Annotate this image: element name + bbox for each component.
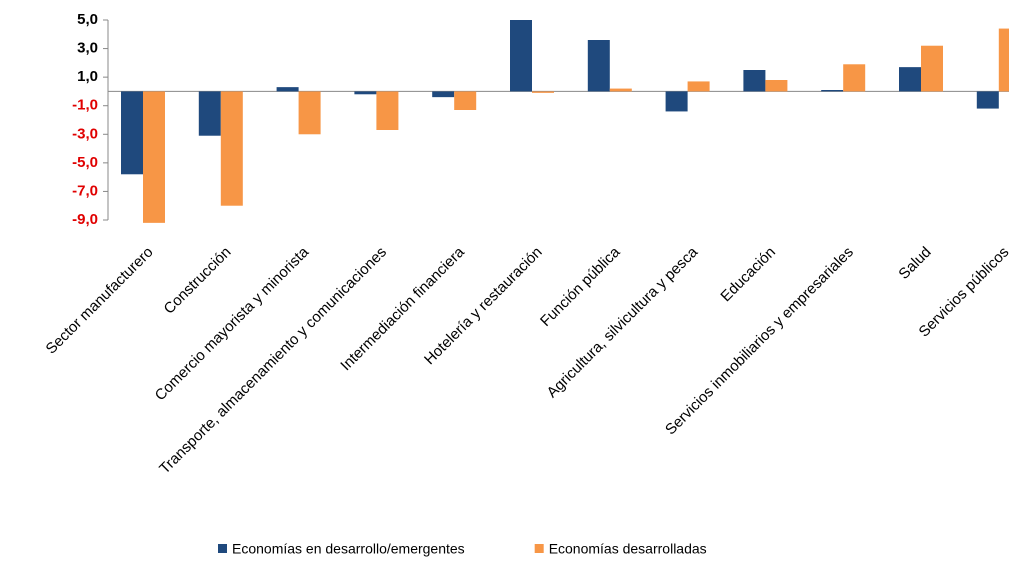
y-tick-label: -9,0 (72, 211, 98, 228)
bar (609, 88, 632, 92)
y-tick-label: 3,0 (77, 40, 98, 57)
x-tick-label: Comercio mayorista y minorista (152, 243, 313, 404)
bar (510, 20, 532, 92)
y-tick-label: -7,0 (72, 182, 98, 199)
x-tick-label: Agricultura, silvicultura y pesca (544, 243, 702, 401)
bar (665, 91, 688, 112)
x-tick-label: Función pública (537, 243, 624, 330)
x-tick-label: Construcción (161, 244, 235, 318)
y-tick-label: 5,0 (77, 11, 98, 28)
bar (220, 91, 243, 206)
bar (532, 91, 554, 93)
bar (765, 80, 788, 92)
y-tick-label: -5,0 (72, 154, 98, 171)
bar (998, 28, 1009, 92)
bar (899, 67, 921, 92)
legend-label: Economías desarrolladas (549, 541, 707, 557)
bar (821, 90, 844, 92)
bar (687, 81, 710, 92)
bar (143, 91, 165, 223)
x-tick-label: Sector manufacturero (43, 244, 157, 358)
bar (298, 91, 321, 135)
legend-label: Economías en desarrollo/emergentes (232, 541, 465, 557)
y-tick-label: -3,0 (72, 125, 98, 142)
bar (276, 87, 299, 92)
bar (454, 91, 477, 110)
y-tick-label: 1,0 (77, 68, 98, 85)
bar (121, 91, 143, 175)
x-tick-label: Educación (717, 244, 779, 306)
legend-swatch (218, 544, 227, 553)
x-tick-label: Intermediación financiera (337, 243, 468, 374)
bar (921, 45, 943, 92)
x-tick-label: Salud (895, 244, 934, 283)
bar (743, 70, 766, 92)
bar (376, 91, 399, 130)
bar (354, 91, 377, 95)
legend-swatch (534, 544, 544, 553)
bar (198, 91, 221, 136)
bar (843, 64, 866, 92)
bar (587, 40, 610, 92)
bar (976, 91, 999, 109)
y-tick-label: -1,0 (72, 97, 98, 114)
bar (432, 91, 455, 98)
